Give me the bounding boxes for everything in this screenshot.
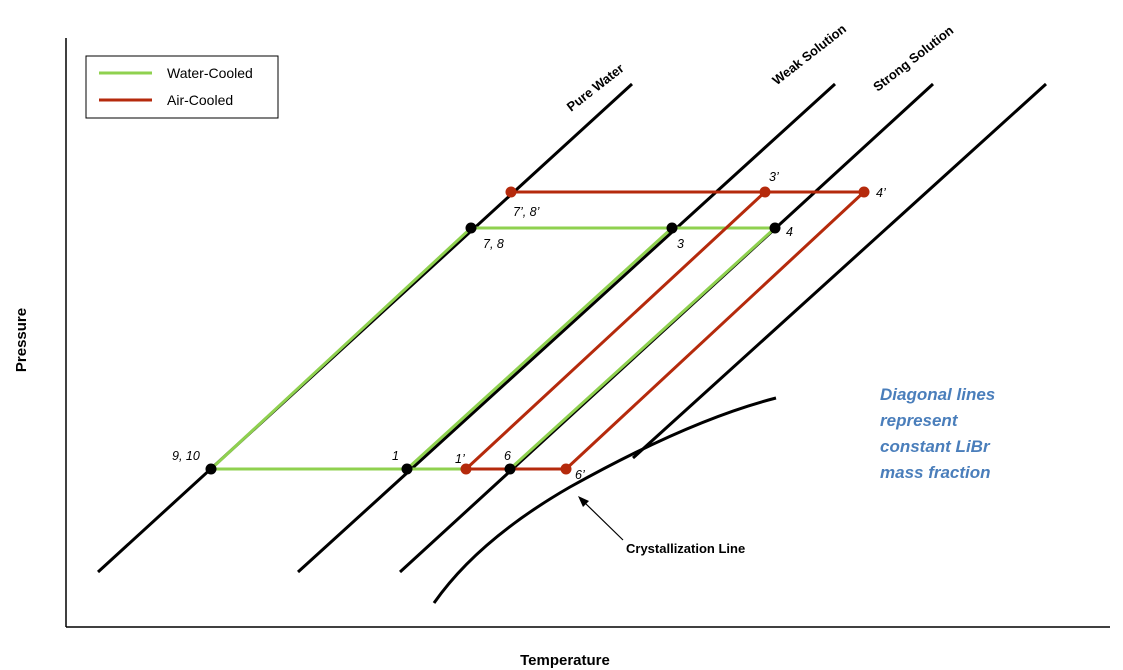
point-6 bbox=[504, 463, 516, 475]
note-line-3: constant LiBr bbox=[880, 437, 991, 456]
air-cooled-cycle bbox=[464, 190, 866, 471]
weak-solution-label: Weak Solution bbox=[769, 21, 849, 88]
ac-weak-solution-segment bbox=[464, 190, 767, 471]
label-1: 1 bbox=[392, 449, 399, 463]
legend-water-cooled-label: Water-Cooled bbox=[167, 65, 253, 81]
point-7-8-prime bbox=[505, 186, 517, 198]
point-4 bbox=[769, 222, 781, 234]
strong-solution-label: Strong Solution bbox=[870, 23, 956, 95]
ac-strong-solution-segment bbox=[564, 190, 866, 471]
point-3 bbox=[666, 222, 678, 234]
extra-diagonal-line bbox=[631, 82, 1048, 460]
label-3: 3 bbox=[677, 237, 684, 251]
point-7-8 bbox=[465, 222, 477, 234]
label-7-8: 7, 8 bbox=[483, 237, 504, 251]
label-7-8-prime: 7’, 8’ bbox=[513, 205, 540, 219]
y-axis-title: Pressure bbox=[13, 308, 30, 372]
axes: Temperature Pressure bbox=[13, 38, 1110, 669]
label-4-prime: 4’ bbox=[876, 186, 886, 200]
concentration-lines bbox=[96, 82, 1048, 604]
label-6: 6 bbox=[504, 449, 511, 463]
crystallization-label: Crystallization Line bbox=[626, 541, 745, 556]
legend-box bbox=[85, 55, 279, 119]
point-6-prime bbox=[560, 463, 572, 475]
legend: Water-Cooled Air-Cooled bbox=[85, 55, 279, 119]
pure-water-label: Pure Water bbox=[564, 61, 627, 115]
point-4-prime bbox=[858, 186, 870, 198]
weak-solution-line bbox=[296, 82, 837, 574]
arrow-head-icon bbox=[578, 496, 589, 507]
wc-pure-water-segment bbox=[209, 226, 473, 471]
wc-weak-solution-segment bbox=[405, 226, 674, 471]
label-3-prime: 3’ bbox=[769, 170, 779, 184]
label-4: 4 bbox=[786, 225, 793, 239]
note-line-1: Diagonal lines bbox=[880, 385, 995, 404]
label-1-prime: 1’ bbox=[455, 452, 465, 466]
water-cooled-cycle bbox=[209, 226, 777, 471]
wc-strong-solution-segment bbox=[508, 226, 777, 471]
note-text: Diagonal lines represent constant LiBr m… bbox=[880, 385, 1000, 482]
note-line-4: mass fraction bbox=[880, 463, 991, 482]
crystallization-annotation: Crystallization Line bbox=[578, 496, 745, 556]
point-1 bbox=[401, 463, 413, 475]
state-point-markers bbox=[205, 186, 870, 475]
state-point-labels: 9, 10 1 6 7, 8 3 4 1’ 6’ 7’, 8’ 3’ 4’ bbox=[172, 170, 886, 482]
crystallization-curve bbox=[432, 396, 777, 604]
label-9-10: 9, 10 bbox=[172, 449, 200, 463]
point-3-prime bbox=[759, 186, 771, 198]
label-6-prime: 6’ bbox=[575, 468, 585, 482]
legend-air-cooled-label: Air-Cooled bbox=[167, 92, 233, 108]
point-1-prime bbox=[460, 463, 472, 475]
x-axis-title: Temperature bbox=[520, 652, 610, 669]
crystallization-arrow bbox=[583, 501, 624, 541]
note-line-2: represent bbox=[880, 411, 959, 430]
point-9-10 bbox=[205, 463, 217, 475]
